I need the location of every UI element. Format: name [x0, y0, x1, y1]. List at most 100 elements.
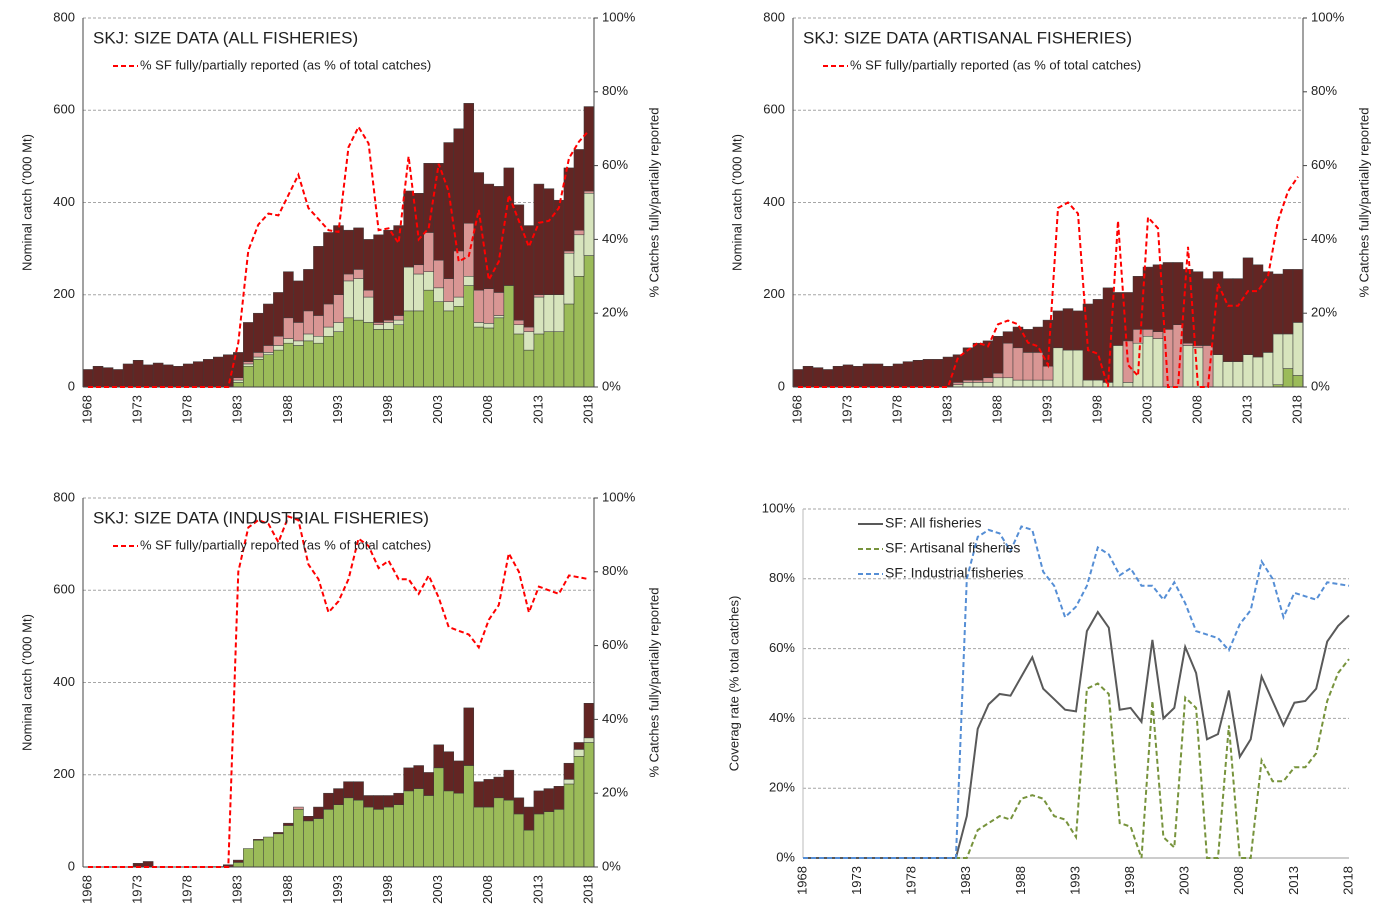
bar-segment — [982, 382, 994, 388]
bar-segment — [493, 292, 505, 316]
bar-segment — [323, 792, 334, 810]
bar-segment — [253, 352, 264, 358]
y-tick-label: 400 — [763, 194, 785, 209]
bar-segment — [273, 832, 284, 835]
x-tick-label: 2013 — [1239, 395, 1254, 424]
bar-segment — [1292, 269, 1304, 323]
bar-segment — [303, 310, 314, 335]
bar-segment — [353, 227, 364, 270]
bar-segment — [543, 331, 555, 388]
bar-segment — [333, 322, 344, 332]
x-tick-label: 2008 — [1231, 866, 1246, 895]
bar-segment — [513, 813, 525, 868]
bar-segment — [1022, 379, 1034, 388]
x-tick-label: 1998 — [1122, 866, 1137, 895]
x-tick-label: 1978 — [889, 395, 904, 424]
bar-segment — [1262, 271, 1274, 353]
bar-segment — [233, 382, 244, 388]
bar-segment — [423, 232, 434, 272]
bar-segment — [283, 342, 294, 388]
bar-segment — [1082, 379, 1094, 388]
bar-segment — [383, 322, 394, 330]
bar-segment — [503, 769, 515, 801]
bar-segment — [253, 356, 264, 360]
bar-segment — [263, 303, 274, 346]
x-tick-label: 2013 — [530, 875, 545, 904]
bar-segment — [243, 365, 254, 388]
bar-segment — [1012, 326, 1024, 349]
bar-segment — [393, 225, 404, 316]
bar-segment — [1062, 349, 1074, 388]
bar-segment — [493, 776, 505, 799]
bar-segment — [553, 294, 565, 332]
bar-segment — [353, 269, 364, 279]
bar-segment — [493, 315, 505, 319]
x-tick-label: 1988 — [280, 395, 295, 424]
y2-tick-label: 0% — [602, 858, 621, 873]
bar-segment — [842, 364, 854, 388]
bar-segment — [1262, 352, 1274, 388]
bar-segment — [433, 287, 444, 302]
bar-segment — [243, 361, 254, 365]
bar-segment — [1032, 326, 1044, 353]
bar-segment — [293, 345, 304, 388]
y-tick-label: 800 — [53, 9, 75, 24]
x-tick-label: 1988 — [280, 875, 295, 904]
bar-segment — [1072, 310, 1084, 351]
bar-segment — [253, 839, 264, 841]
bar-segment — [263, 354, 274, 388]
bar-segment — [443, 751, 454, 792]
bar-segment — [523, 331, 535, 351]
bar-segment — [802, 365, 814, 388]
x-tick-label: 2008 — [1189, 395, 1204, 424]
x-tick-label: 1978 — [180, 875, 195, 904]
bar-segment — [463, 765, 475, 868]
bar-segment — [1282, 333, 1294, 369]
x-tick-label: 1983 — [958, 866, 973, 895]
bar-segment — [812, 367, 824, 388]
bar-segment — [443, 790, 454, 868]
bar-segment — [543, 811, 555, 868]
bar-segment — [363, 296, 374, 323]
bar-segment — [413, 273, 424, 312]
x-tick-label: 1993 — [330, 875, 345, 904]
bar-segment — [1222, 361, 1234, 388]
bar-segment — [543, 188, 555, 296]
bar-segment — [1242, 354, 1254, 388]
bar-segment — [553, 331, 565, 388]
x-tick-label: 1968 — [79, 875, 94, 904]
bar-segment — [333, 788, 344, 805]
bar-segment — [573, 234, 585, 277]
bar-segment — [513, 324, 525, 335]
bar-segment — [373, 329, 384, 388]
bar-segment — [393, 315, 404, 321]
bar-segment — [293, 322, 304, 342]
x-tick-label: 2003 — [1139, 395, 1154, 424]
y-axis-label: Coverag rate (% total catches) — [726, 596, 741, 772]
bar-segment — [313, 806, 324, 819]
bar-segment — [1122, 292, 1134, 342]
bar-segment — [882, 365, 894, 388]
bar-segment — [523, 326, 535, 332]
bar-segment — [373, 322, 384, 325]
x-tick-label: 2018 — [580, 875, 595, 904]
bar-segment — [423, 772, 434, 796]
bar-segment — [463, 285, 475, 388]
chart-title: SKJ: SIZE DATA (ARTISANAL FISHERIES) — [803, 28, 1132, 47]
bar-segment — [413, 193, 424, 266]
bar-segment — [832, 365, 844, 388]
bar-segment — [822, 369, 834, 388]
bar-segment — [313, 818, 324, 868]
y2-tick-label: 100% — [1311, 9, 1345, 24]
bar-segment — [563, 783, 575, 868]
bar-segment — [92, 365, 104, 388]
bar-segment — [273, 833, 284, 868]
bar-segment — [192, 361, 204, 388]
x-tick-label: 2008 — [480, 395, 495, 424]
bar-segment — [182, 363, 194, 388]
bar-segment — [383, 329, 394, 388]
bar-segment — [343, 273, 354, 282]
x-tick-label: 1998 — [1089, 395, 1104, 424]
bar-segment — [1032, 352, 1044, 381]
